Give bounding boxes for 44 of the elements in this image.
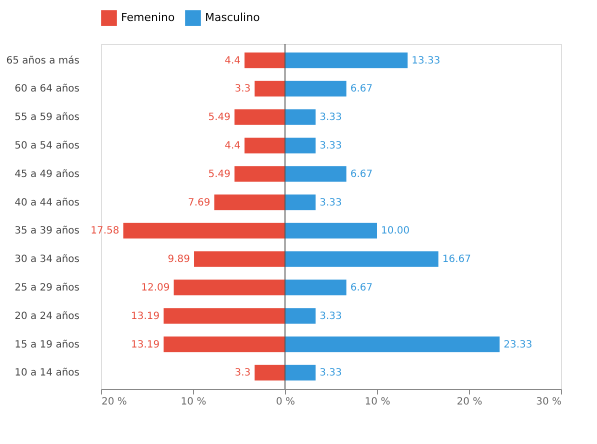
y-tick-label: 60 a 64 años (14, 84, 80, 95)
data-label: 3.33 (320, 310, 342, 322)
y-tick-label: 15 a 19 años (14, 339, 80, 350)
y-tick-label: 55 a 59 años (14, 112, 80, 124)
y-tick-label: 40 a 44 años (14, 197, 80, 208)
data-label: 7.69 (188, 197, 210, 208)
y-tick-label: 20 a 24 años (14, 310, 80, 322)
data-label: 12.09 (141, 282, 170, 294)
y-tick-label: 65 años a más (6, 55, 80, 66)
data-label: 3.33 (320, 368, 342, 379)
y-tick-label: 10 a 14 años (14, 368, 80, 379)
data-label: 17.58 (90, 226, 120, 237)
data-label: 3.33 (320, 140, 342, 152)
x-tick-label: 0 % (276, 396, 296, 408)
data-label: 4.4 (224, 55, 241, 66)
y-tick-label: 50 a 54 años (14, 140, 80, 152)
x-tick-label: 20 % (456, 396, 482, 408)
data-label: 23.33 (504, 339, 532, 350)
x-tick-label: 10 % (180, 396, 206, 408)
data-label: 13.19 (131, 310, 160, 322)
data-label: 5.49 (208, 168, 230, 180)
data-label: 3.33 (320, 112, 342, 124)
data-label: 5.49 (208, 112, 230, 124)
data-label: 3.3 (234, 368, 251, 379)
data-label: 6.67 (350, 84, 373, 95)
legend-label: Masculino (205, 11, 260, 24)
x-tick-label: 30 % (536, 396, 562, 408)
data-label: 10.00 (381, 226, 410, 237)
y-tick-label: 45 a 49 años (14, 168, 80, 180)
data-label: 4.4 (224, 140, 241, 152)
data-label: 9.89 (168, 254, 190, 266)
data-label: 3.3 (234, 84, 251, 95)
data-label: 6.67 (350, 282, 373, 294)
y-tick-label: 35 a 39 años (14, 226, 80, 237)
data-label: 13.33 (412, 55, 440, 66)
y-tick-label: 25 a 29 años (14, 282, 80, 294)
data-label: 13.19 (131, 339, 160, 350)
data-label: 16.67 (442, 254, 472, 266)
y-tick-label: 30 a 34 años (14, 254, 80, 266)
data-label: 6.67 (350, 168, 373, 180)
data-label: 3.33 (320, 197, 342, 208)
x-tick-label: 10 % (364, 396, 390, 408)
x-tick-label: 20 % (102, 396, 127, 408)
legend-label: Femenino (121, 11, 175, 24)
